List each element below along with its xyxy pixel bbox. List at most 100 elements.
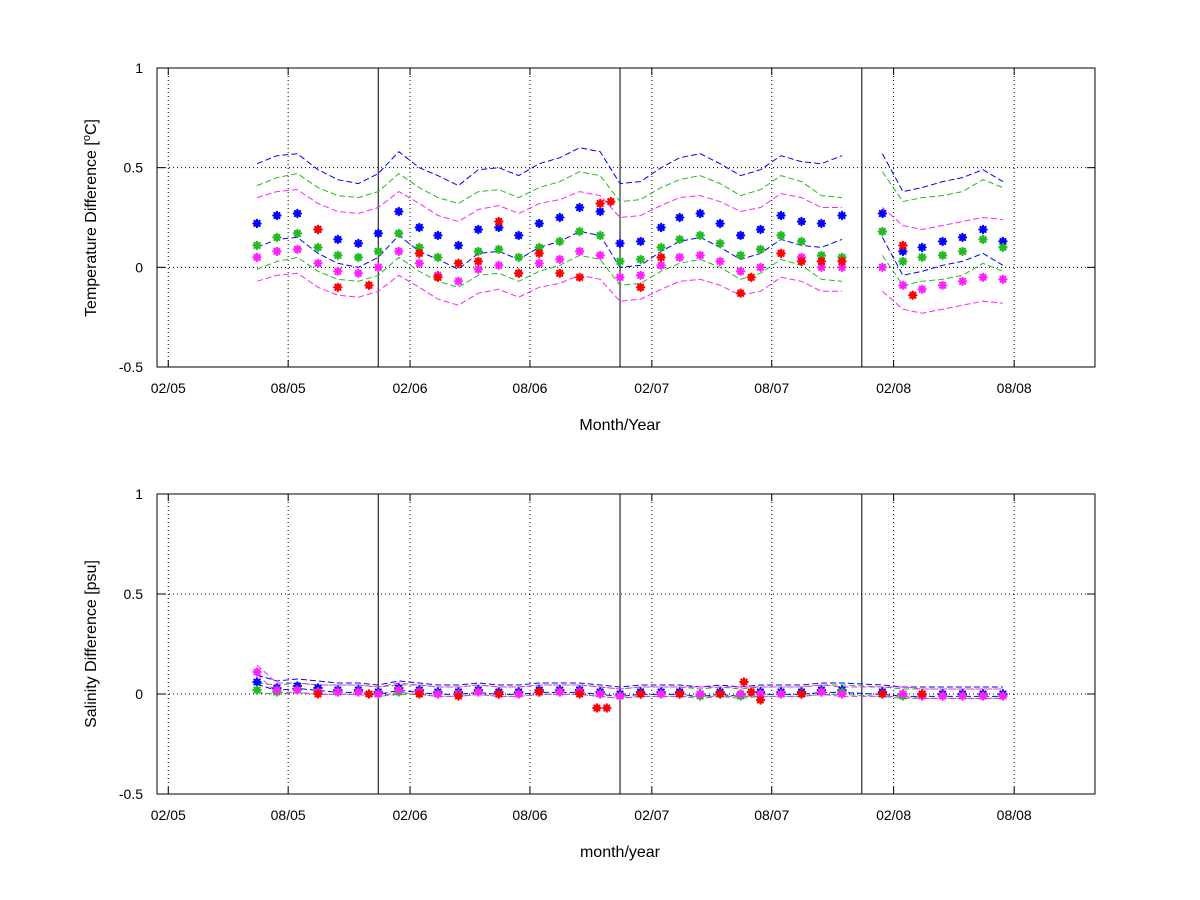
data-point bbox=[252, 218, 262, 229]
data-point bbox=[656, 689, 666, 699]
range-line bbox=[256, 254, 843, 288]
data-point bbox=[494, 216, 504, 227]
data-point bbox=[353, 252, 364, 263]
data-point bbox=[715, 238, 725, 249]
data-point bbox=[635, 270, 646, 280]
data-point bbox=[534, 258, 544, 268]
data-point bbox=[252, 667, 262, 677]
data-point bbox=[695, 230, 705, 241]
data-point bbox=[615, 238, 625, 249]
data-point bbox=[292, 244, 303, 255]
y-tick-label: -0.5 bbox=[119, 359, 143, 375]
data-point bbox=[837, 689, 847, 699]
data-point bbox=[414, 248, 424, 259]
data-point bbox=[373, 689, 383, 699]
x-tick-label: 08/08 bbox=[997, 380, 1032, 396]
data-point bbox=[373, 228, 383, 239]
data-point bbox=[252, 240, 262, 251]
data-point bbox=[394, 246, 404, 257]
data-point bbox=[292, 685, 303, 695]
data-point bbox=[837, 256, 847, 267]
data-point bbox=[937, 250, 948, 261]
data-point bbox=[776, 689, 786, 699]
data-point bbox=[453, 258, 464, 268]
data-point bbox=[494, 222, 504, 233]
data-point bbox=[534, 242, 544, 253]
range-line bbox=[256, 272, 842, 306]
x-tick-label: 02/06 bbox=[393, 380, 428, 396]
data-point bbox=[978, 234, 988, 245]
temperature-grid bbox=[157, 68, 1095, 367]
range-line bbox=[256, 189, 842, 223]
data-point bbox=[695, 250, 705, 261]
data-point bbox=[746, 272, 756, 282]
y-tick-label: 0 bbox=[135, 259, 143, 275]
range-line bbox=[882, 290, 1003, 314]
x-tick-label: 08/06 bbox=[512, 807, 547, 823]
temperature-y-axis: -0.5 0 0.5 1 bbox=[119, 60, 1095, 375]
x-tick-label: 08/07 bbox=[754, 380, 789, 396]
data-point bbox=[414, 242, 424, 253]
data-point bbox=[715, 689, 725, 699]
data-point bbox=[252, 252, 262, 263]
data-point bbox=[675, 252, 685, 263]
data-point bbox=[755, 689, 766, 699]
data-point bbox=[453, 276, 464, 286]
data-point bbox=[776, 248, 786, 259]
data-point bbox=[715, 218, 725, 229]
temperature-x-label: Month/Year bbox=[579, 417, 661, 434]
x-tick-label: 02/05 bbox=[151, 380, 186, 396]
data-point bbox=[373, 262, 383, 272]
data-point bbox=[364, 689, 374, 699]
data-point bbox=[735, 266, 746, 276]
x-tick-label: 08/07 bbox=[754, 807, 789, 823]
data-point bbox=[574, 202, 585, 213]
data-point bbox=[898, 256, 908, 267]
data-point bbox=[755, 695, 766, 705]
data-point bbox=[364, 280, 374, 290]
data-point bbox=[433, 252, 443, 263]
data-point bbox=[735, 230, 746, 241]
data-point bbox=[534, 248, 544, 259]
data-point bbox=[735, 288, 746, 298]
data-point bbox=[272, 685, 282, 695]
data-point bbox=[313, 224, 323, 235]
temperature-period-lines bbox=[377, 68, 863, 367]
data-point bbox=[615, 691, 625, 701]
data-point bbox=[473, 264, 483, 274]
data-point bbox=[272, 210, 282, 221]
data-point bbox=[877, 262, 888, 272]
temperature-points bbox=[252, 196, 1008, 300]
range-line bbox=[256, 664, 1003, 690]
data-point bbox=[574, 226, 585, 237]
data-point bbox=[908, 290, 918, 300]
data-point bbox=[675, 212, 685, 223]
data-point bbox=[555, 268, 565, 278]
data-point bbox=[957, 246, 968, 257]
salinity-panel: 02/05 08/05 02/06 08/06 02/07 08/07 02/08 08/08… bbox=[83, 486, 1096, 861]
data-point bbox=[595, 206, 605, 217]
data-point bbox=[917, 284, 927, 294]
data-point bbox=[898, 689, 908, 699]
data-point bbox=[837, 262, 847, 272]
data-point bbox=[776, 230, 786, 241]
data-point bbox=[998, 236, 1008, 247]
data-point bbox=[816, 256, 827, 267]
temperature-y-label: Temperature Difference [oC] bbox=[81, 119, 100, 317]
data-point bbox=[917, 242, 927, 253]
data-point bbox=[755, 224, 766, 235]
data-point bbox=[695, 689, 705, 699]
data-point bbox=[898, 246, 908, 257]
data-point bbox=[272, 246, 282, 257]
data-point bbox=[514, 230, 524, 241]
data-point bbox=[978, 272, 988, 282]
data-point bbox=[353, 268, 364, 278]
data-point bbox=[514, 252, 524, 263]
x-tick-label: 02/06 bbox=[393, 807, 428, 823]
y-tick-label: 1 bbox=[135, 486, 143, 502]
data-point bbox=[272, 232, 282, 243]
data-point bbox=[595, 198, 605, 209]
range-line bbox=[881, 237, 1004, 276]
data-point bbox=[333, 282, 343, 292]
data-point bbox=[998, 242, 1008, 253]
